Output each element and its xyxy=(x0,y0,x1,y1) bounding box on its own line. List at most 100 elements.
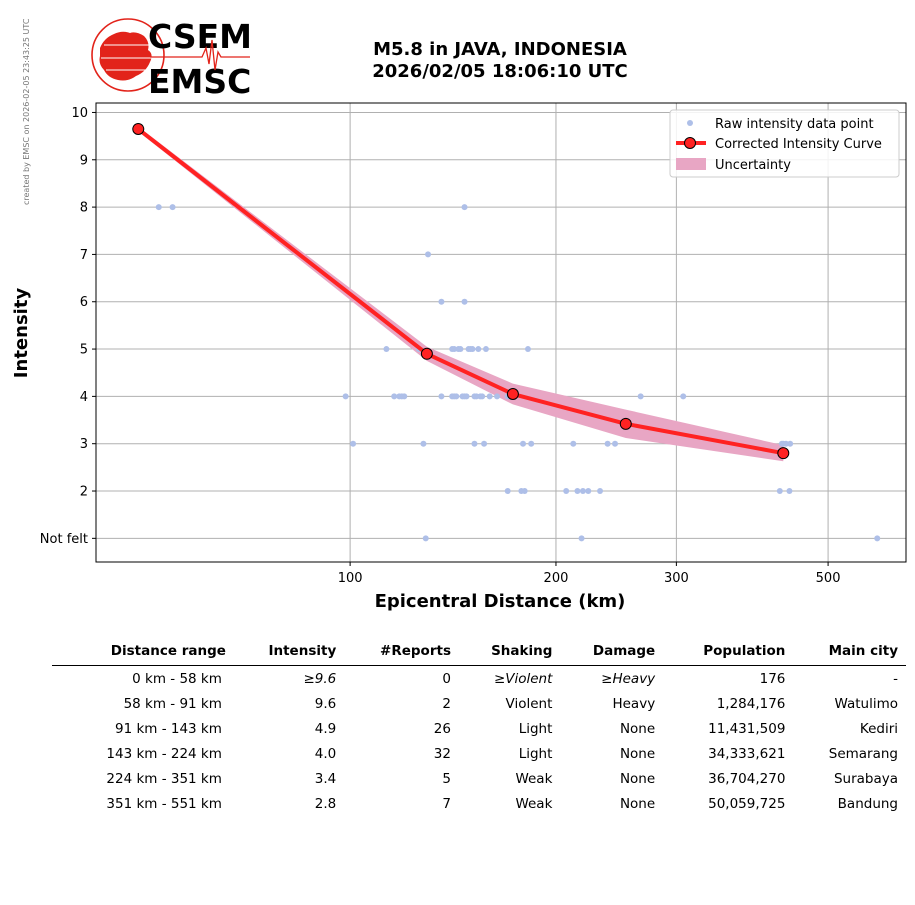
y-tick-label: 3 xyxy=(80,437,88,452)
raw-data-point xyxy=(874,535,881,542)
curve-marker xyxy=(132,123,145,136)
raw-data-point xyxy=(520,440,527,447)
cell-city: Semarang xyxy=(828,745,898,762)
raw-data-point xyxy=(391,393,398,400)
cell-city: Kediri xyxy=(859,720,898,737)
cell-shaking: Weak xyxy=(515,795,553,812)
cell-intensity: 2.8 xyxy=(314,795,337,812)
legend-swatch-uncertainty xyxy=(676,158,706,170)
col-intensity: Intensity xyxy=(233,640,345,666)
plot-frame xyxy=(95,102,907,563)
y-tick-label: 10 xyxy=(71,106,88,121)
legend-box xyxy=(669,109,900,178)
cell-distance: 224 km - 351 km xyxy=(106,770,222,787)
raw-data-point xyxy=(680,393,687,400)
y-tick-label: 7 xyxy=(80,248,88,263)
raw-data-point xyxy=(420,440,427,447)
y-tick-label: Not felt xyxy=(40,532,88,547)
table-header-row: Distance range Intensity #Reports Shakin… xyxy=(52,640,906,666)
y-axis-label: Intensity xyxy=(11,288,32,379)
cell-shaking: Light xyxy=(518,745,553,762)
raw-data-point xyxy=(574,488,581,495)
logo-seismogram-line xyxy=(150,39,250,71)
raw-data-point xyxy=(637,393,644,400)
cell-distance: 143 km - 224 km xyxy=(106,745,222,762)
raw-data-point xyxy=(504,488,511,495)
watermark: created by EMSC on 2026-02-05 23:43:25 U… xyxy=(22,18,31,205)
raw-data-point xyxy=(453,393,460,400)
raw-data-point xyxy=(463,393,470,400)
raw-data-point xyxy=(169,204,176,211)
col-damage: Damage xyxy=(560,640,664,666)
raw-data-point xyxy=(776,488,783,495)
cell-reports: 2 xyxy=(442,695,451,712)
raw-data-point xyxy=(438,298,445,305)
chart-title-line2: 2026/02/05 18:06:10 UTC xyxy=(372,61,628,82)
cell-damage: ≥Heavy xyxy=(601,670,656,687)
curve-line xyxy=(137,127,784,456)
x-tick-label: 500 xyxy=(816,571,841,586)
y-tick-label: 5 xyxy=(80,343,88,358)
legend: Raw intensity data point Corrected Intens… xyxy=(669,109,900,178)
cell-damage: None xyxy=(619,745,656,762)
raw-data-point xyxy=(787,440,794,447)
table-row: 351 km - 551 km 2.8 7 Weak None 50,059,7… xyxy=(52,791,906,816)
raw-data-point xyxy=(155,204,162,211)
raw-data-point xyxy=(612,440,619,447)
col-main-city: Main city xyxy=(793,640,906,666)
raw-data-point xyxy=(479,393,486,400)
grid xyxy=(96,103,906,562)
raw-data-point xyxy=(471,440,478,447)
table-row: 224 km - 351 km 3.4 5 Weak None 36,704,2… xyxy=(52,766,906,791)
cell-distance: 58 km - 91 km xyxy=(123,695,222,712)
cell-distance: 0 km - 58 km xyxy=(132,670,222,687)
cell-shaking: Light xyxy=(518,720,553,737)
cell-population: 176 xyxy=(759,670,786,687)
raw-data-point xyxy=(350,440,357,447)
raw-data-point xyxy=(481,440,488,447)
cell-reports: 0 xyxy=(442,670,451,687)
cell-damage: None xyxy=(619,720,656,737)
raw-data-point xyxy=(585,488,592,495)
axes: Not felt 2 3 4 5 6 7 8 9 10 100 200 300 500 xyxy=(40,102,907,586)
legend-swatch-raw xyxy=(687,120,693,126)
cell-shaking: Weak xyxy=(515,770,553,787)
raw-data-point xyxy=(524,346,531,353)
col-distance-range: Distance range xyxy=(52,640,234,666)
cell-distance: 351 km - 551 km xyxy=(106,795,222,812)
cell-population: 36,704,270 xyxy=(708,770,786,787)
cell-intensity: ≥9.6 xyxy=(303,670,337,687)
raw-data-point xyxy=(425,251,432,258)
cell-reports: 32 xyxy=(433,745,451,762)
cell-distance: 91 km - 143 km xyxy=(114,720,222,737)
cell-damage: Heavy xyxy=(612,695,656,712)
raw-data-point xyxy=(482,346,489,353)
x-tick-label: 300 xyxy=(664,571,689,586)
raw-data-point xyxy=(604,440,611,447)
cell-population: 50,059,725 xyxy=(708,795,786,812)
x-tick-label: 200 xyxy=(544,571,569,586)
raw-data-point xyxy=(342,393,349,400)
logo-globe-outline xyxy=(91,18,165,92)
y-tick-label: 2 xyxy=(80,485,88,500)
intensity-summary-table: Distance range Intensity #Reports Shakin… xyxy=(52,640,906,816)
cell-shaking: ≥Violent xyxy=(493,670,553,687)
curve-marker xyxy=(619,417,632,430)
logo-text-csem: CSEM xyxy=(148,17,252,56)
raw-data-point xyxy=(383,346,390,353)
legend-entry: Raw intensity data point xyxy=(715,117,874,132)
cell-intensity: 4.0 xyxy=(314,745,337,762)
y-tick-label: 4 xyxy=(80,390,88,405)
y-tick-label: 8 xyxy=(80,201,88,216)
cell-population: 1,284,176 xyxy=(716,695,786,712)
table-row: 91 km - 143 km 4.9 26 Light None 11,431,… xyxy=(52,716,906,741)
logo-globe-lines xyxy=(101,44,154,71)
raw-data-point xyxy=(578,535,585,542)
cell-reports: 26 xyxy=(433,720,451,737)
emsc-logo: CSEM EMSC xyxy=(91,17,252,101)
raw-data-point xyxy=(438,393,445,400)
x-axis-label: Epicentral Distance (km) xyxy=(375,591,626,612)
cell-intensity: 3.4 xyxy=(314,770,337,787)
table-row: 143 km - 224 km 4.0 32 Light None 34,333… xyxy=(52,741,906,766)
chart: CSEM EMSC M5.8 in JAVA, INDONESIA 2026/0… xyxy=(11,17,907,612)
